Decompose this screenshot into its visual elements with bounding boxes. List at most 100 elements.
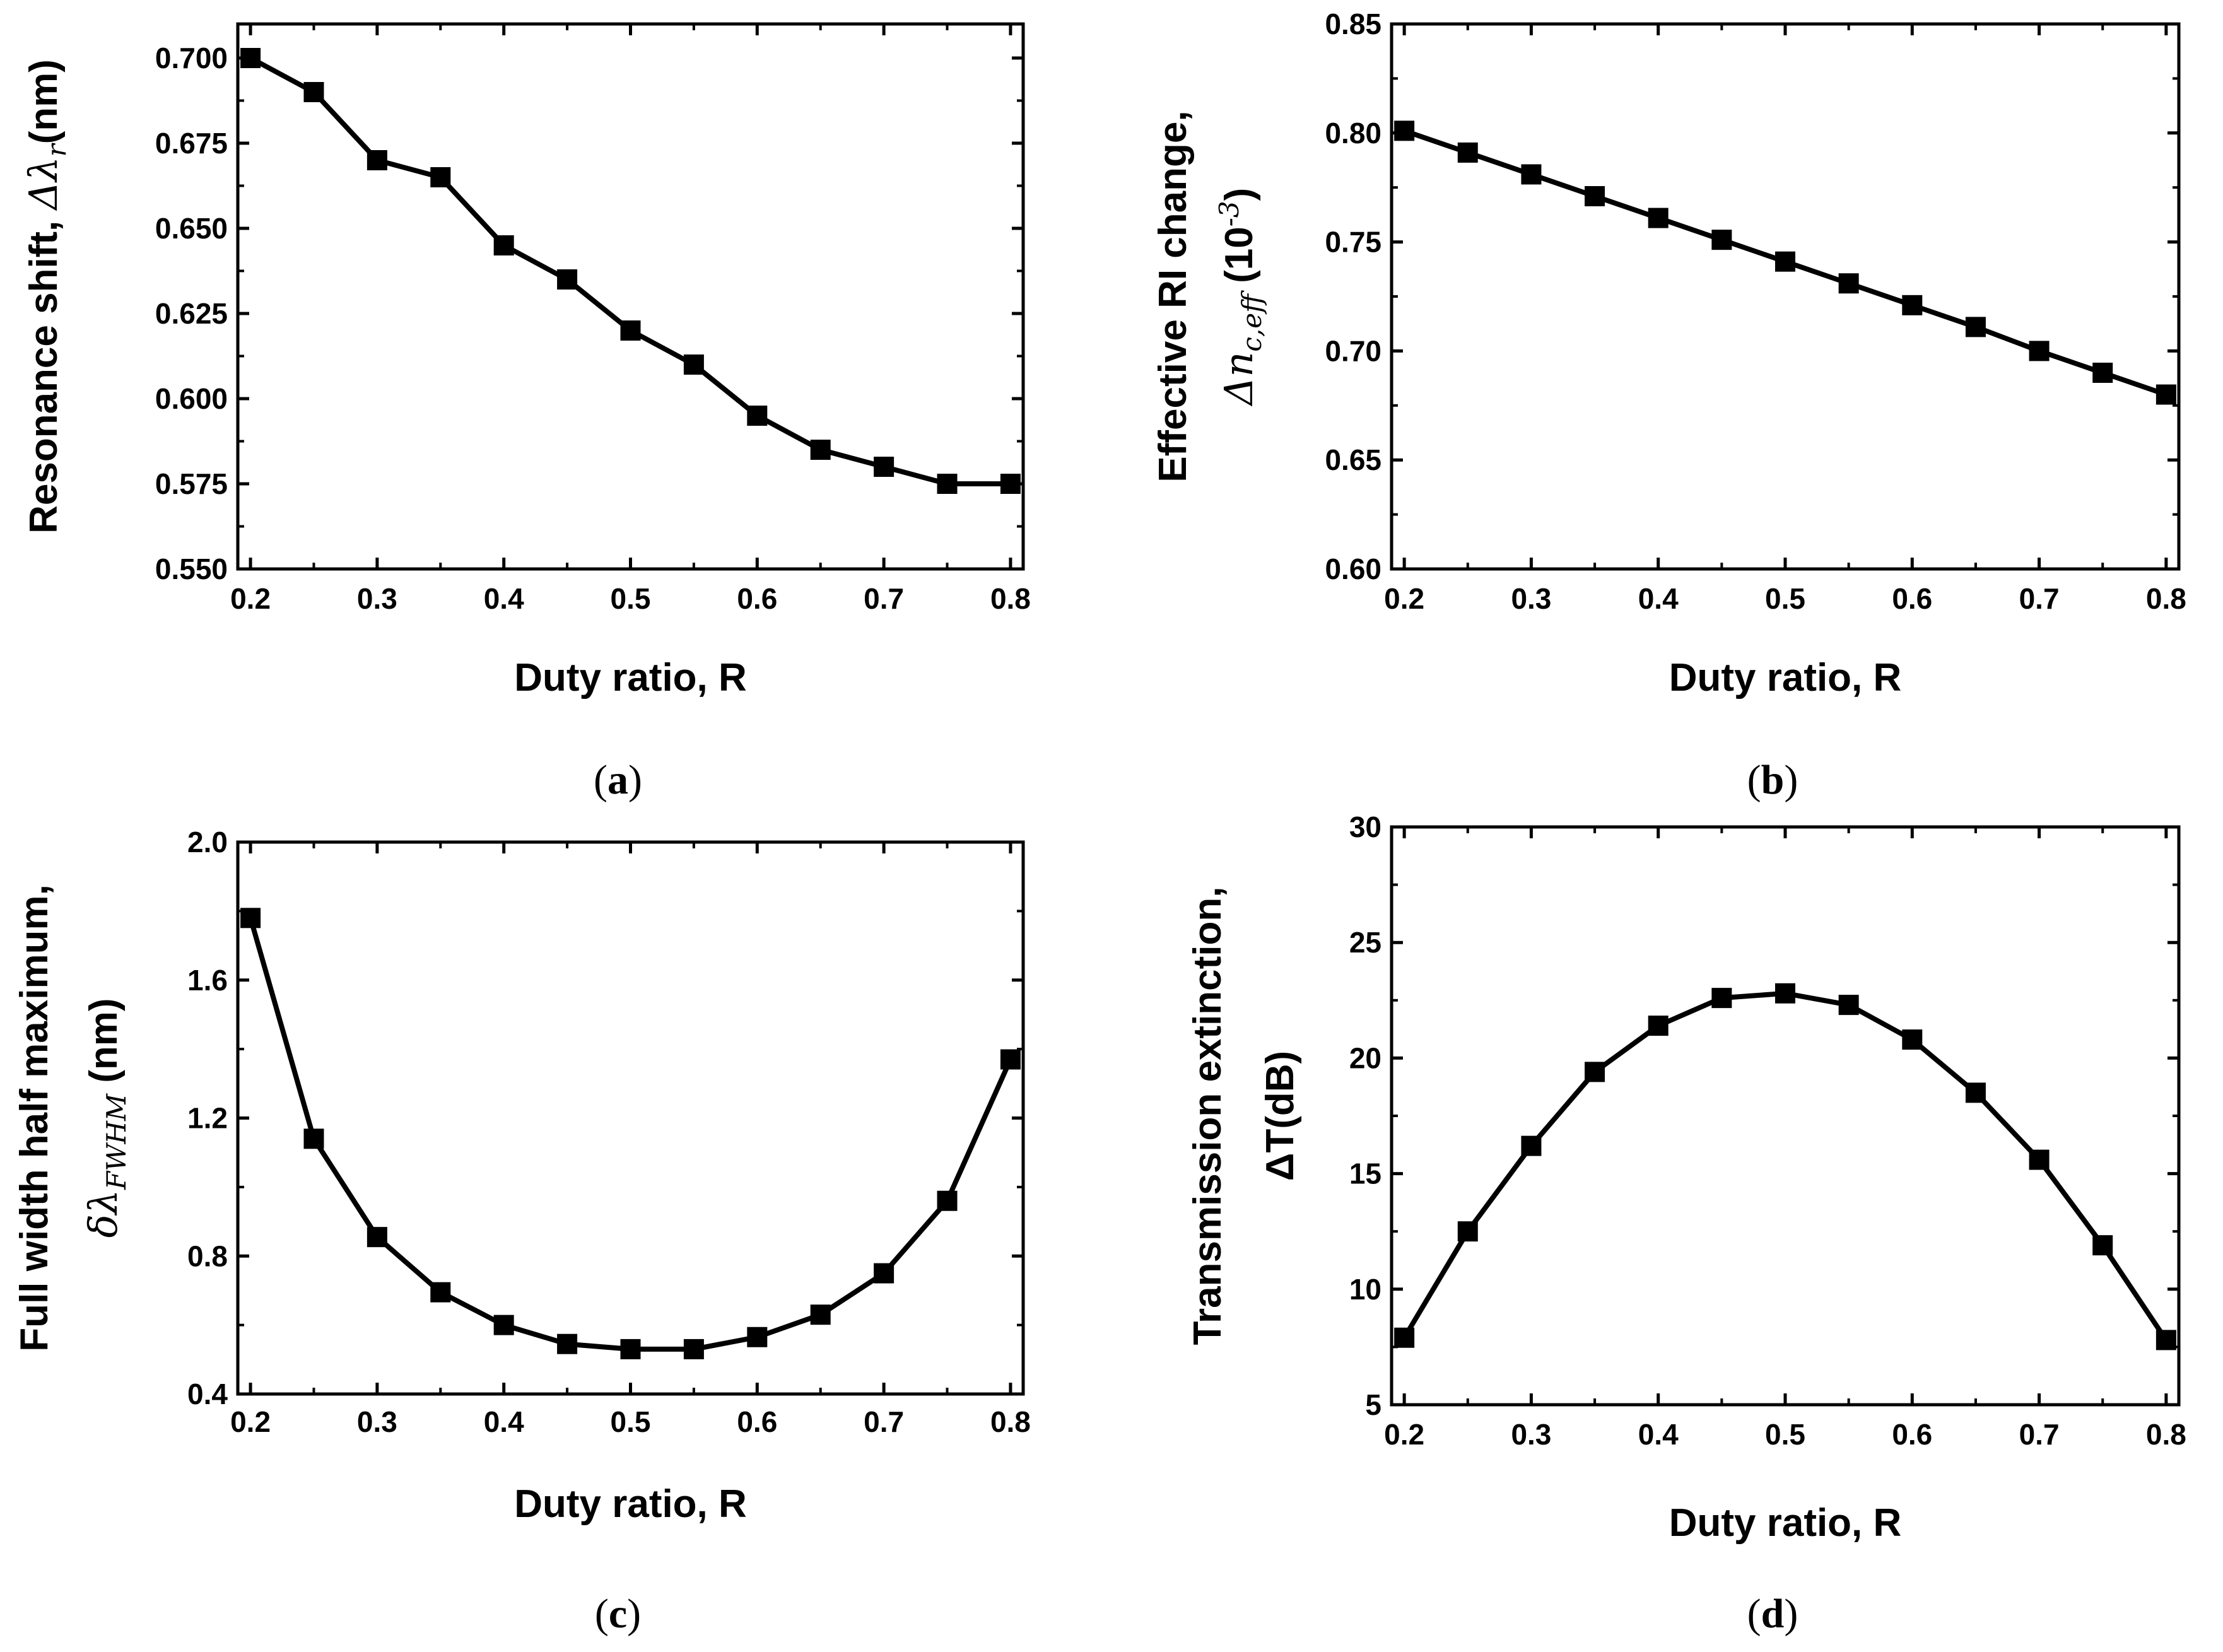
- y-tick-label: 0.625: [155, 297, 228, 330]
- panel-label: (d): [1747, 1591, 1798, 1637]
- y-tick-label: 0.675: [155, 127, 228, 160]
- x-tick-label: 0.6: [1892, 582, 1932, 615]
- data-point: [1457, 142, 1478, 163]
- x-tick-label: 0.6: [1892, 1418, 1932, 1451]
- data-point: [683, 1339, 704, 1359]
- data-point: [557, 269, 578, 290]
- series-line: [249, 56, 1011, 486]
- x-tick-label: 0.8: [990, 582, 1031, 615]
- y-tick-label: 30: [1349, 811, 1381, 843]
- data-point: [303, 82, 324, 102]
- y-tick-label: 0.8: [187, 1239, 228, 1272]
- x-axis-title: Duty ratio, R: [514, 656, 747, 700]
- x-tick-label: 0.6: [737, 582, 777, 615]
- y-tick-label: 0.70: [1325, 334, 1381, 367]
- data-point: [1394, 1327, 1415, 1348]
- y-axis-title-tail: (10: [1217, 226, 1261, 294]
- y-tick-label: 0.75: [1325, 226, 1381, 259]
- y-axis-title-math: δλ: [80, 1190, 126, 1238]
- x-axis-title: Duty ratio, R: [514, 1482, 747, 1526]
- y-axis-title-sub: c,eff: [1236, 290, 1267, 352]
- y-tick-label: 0.80: [1325, 117, 1381, 149]
- data-point: [1775, 983, 1795, 1004]
- y-axis-title-text: Resonance shift,: [22, 210, 66, 534]
- data-point: [430, 1282, 451, 1303]
- y-tick-label: 1.6: [187, 964, 228, 997]
- x-tick-label: 0.7: [2019, 1418, 2060, 1451]
- x-tick-label: 0.8: [990, 1405, 1031, 1438]
- y-tick-label: 25: [1349, 926, 1381, 959]
- data-point: [874, 457, 894, 477]
- x-tick-label: 0.8: [2146, 1418, 2186, 1451]
- y-tick-label: 2.0: [187, 826, 228, 858]
- data-point: [557, 1333, 578, 1354]
- y-axis-title-line1: Transmission extinction,: [1186, 887, 1229, 1345]
- data-point: [2029, 341, 2050, 361]
- data-point: [2092, 362, 2113, 383]
- panel-label-letter: d: [1761, 1591, 1785, 1637]
- x-tick-label: 0.7: [864, 1405, 904, 1438]
- x-tick-label: 0.3: [1511, 582, 1551, 615]
- panel-label: (a): [594, 757, 642, 803]
- y-tick-label: 0.85: [1325, 8, 1381, 40]
- data-point: [367, 150, 387, 170]
- data-point: [240, 48, 261, 68]
- plot-frame: [1390, 825, 2181, 1407]
- y-axis-title-line1: Full width half maximum,: [13, 884, 56, 1352]
- x-tick-label: 0.5: [611, 1405, 651, 1438]
- data-point: [1902, 295, 1923, 315]
- data-point: [1711, 988, 1732, 1009]
- plot-frame: [236, 840, 1025, 1396]
- x-tick-label: 0.7: [864, 582, 904, 615]
- y-tick-label: 0.600: [155, 382, 228, 415]
- y-tick-label: 10: [1349, 1273, 1381, 1306]
- data-point: [1838, 273, 1859, 294]
- x-tick-label: 0.5: [1765, 582, 1805, 615]
- plot-frame: [236, 22, 1025, 571]
- data-point: [747, 1327, 768, 1347]
- series-line: [248, 917, 1013, 1352]
- panel-c-chart: 0.2 0.3 0.4 0.5 0.6 0.7 0.8 0.4 0.8 1.2 1.6 2.0 Duty…: [13, 826, 1031, 1637]
- data-point: [303, 1128, 324, 1149]
- x-tick-label: 0.3: [357, 582, 397, 615]
- panel-b-chart: 0.2 0.3 0.4 0.5 0.6 0.7 0.8 0.60 0.65 0.70 0.75 0.8…: [1151, 8, 2186, 803]
- data-point: [683, 354, 704, 375]
- data-point: [747, 406, 768, 426]
- panel-label-close: ): [628, 757, 642, 803]
- y-axis-title-math: Δn: [1216, 352, 1262, 407]
- y-axis-title-line2: ΔT(dB): [1258, 1051, 1302, 1181]
- x-axis-title: Duty ratio, R: [1669, 1501, 1902, 1545]
- panel-label-open: (: [594, 757, 607, 803]
- data-point: [1585, 1062, 1605, 1082]
- data-point: [1000, 474, 1021, 494]
- y-tick-label: 0.4: [187, 1378, 228, 1410]
- data-point: [1648, 1016, 1669, 1036]
- y-axis-title: Resonance shift, Δλr(nm): [20, 59, 72, 534]
- data-point: [874, 1263, 894, 1284]
- x-tick-label: 0.7: [2019, 582, 2060, 615]
- x-tick-label: 0.3: [357, 1405, 397, 1438]
- x-tick-label: 0.6: [737, 1405, 777, 1438]
- data-point: [1965, 1082, 1986, 1103]
- y-axis-title-line1: Effective RI change,: [1151, 110, 1195, 482]
- panel-label-close: ): [627, 1591, 641, 1637]
- y-axis-title-tail: (nm): [22, 59, 66, 144]
- x-tick-label: 0.4: [484, 582, 524, 615]
- data-point: [2029, 1149, 2050, 1170]
- panel-label-letter: a: [607, 757, 628, 803]
- panel-label-close: ): [1784, 1591, 1798, 1637]
- series-line: [1402, 990, 2169, 1342]
- y-axis-title-math: Δλ: [20, 156, 66, 211]
- panel-label: (c): [595, 1591, 641, 1637]
- data-point: [1965, 317, 1986, 337]
- x-tick-label: 0.4: [484, 1405, 524, 1438]
- y-axis-title-line2: δλFWHM (nm): [80, 998, 132, 1238]
- data-point: [1711, 230, 1732, 250]
- panel-label-close: ): [1784, 757, 1798, 803]
- data-point: [810, 440, 831, 460]
- data-point: [1648, 208, 1669, 228]
- x-axis-title: Duty ratio, R: [1669, 656, 1902, 700]
- panel-label-open: (: [595, 1591, 609, 1637]
- data-point: [1775, 251, 1795, 272]
- panel-a-chart: 0.2 0.3 0.4 0.5 0.6 0.7 0.8 0.550 0.575 0.600 0.62…: [20, 22, 1031, 803]
